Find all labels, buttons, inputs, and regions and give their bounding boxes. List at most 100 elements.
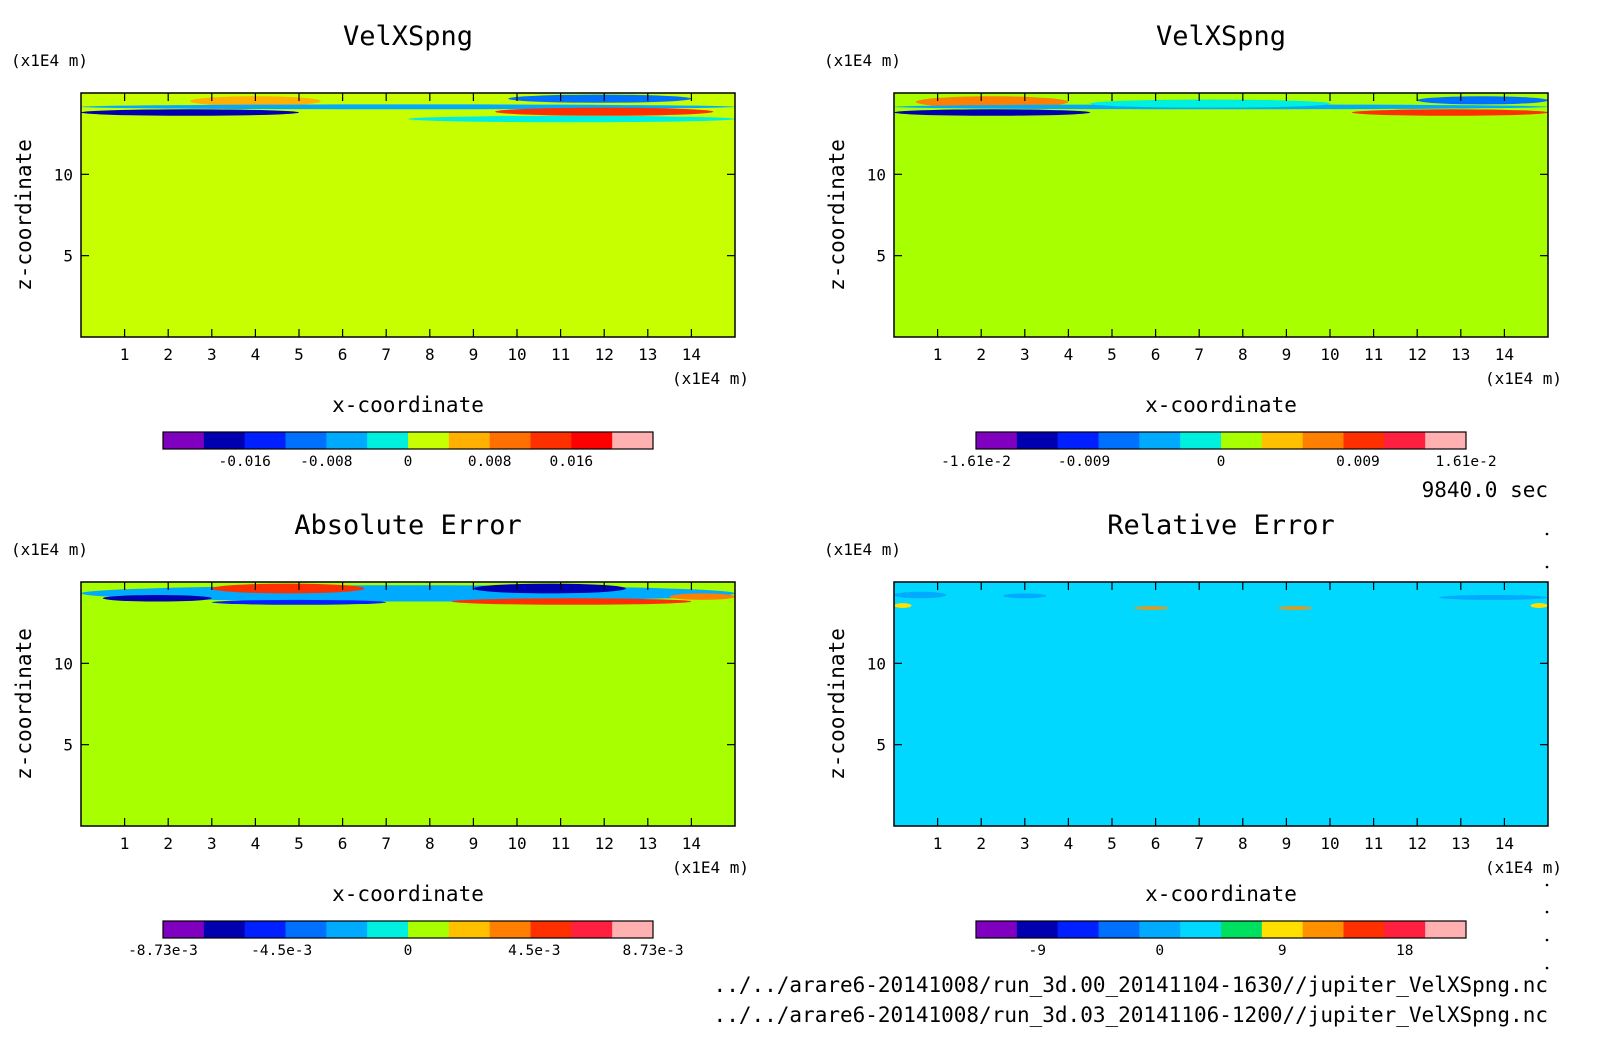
colorbar-label: -0.016: [218, 454, 270, 470]
panel-4: Relative Error(x1E4 m)1 2 3 4 5 6 7 8 9 10 11 12 13 1…: [824, 510, 1562, 959]
contour-band-7: [669, 593, 735, 600]
field-background: [894, 93, 1548, 337]
margin-dot: [1545, 910, 1549, 914]
y-axis-title: z-coordinate: [12, 139, 36, 291]
colorbar-segment: [1016, 432, 1059, 449]
x-axis-title: x-coordinate: [1145, 882, 1297, 906]
time-label: 9840.0 sec: [1422, 478, 1548, 502]
x-tick-label: 9: [469, 834, 479, 853]
y-tick-label: 5: [876, 247, 886, 266]
colorbar-segment: [1016, 921, 1059, 938]
colorbar-label: -0.009: [1058, 454, 1110, 470]
colorbar-segment: [571, 432, 613, 449]
colorbar-segment: [367, 921, 409, 938]
x-axis-title: x-coordinate: [1145, 393, 1297, 417]
colorbar-segment: [1221, 921, 1263, 938]
contour-band-1: [915, 96, 1069, 108]
contour-band-6: [1133, 606, 1169, 610]
plot-frame: [893, 92, 1549, 338]
x-tick-label: 5: [1107, 834, 1117, 853]
colorbar-segment: [489, 921, 531, 938]
colorbar: -8.73e-3 -4.5e-3 0 4.5e-3 8.73e-3: [128, 920, 684, 959]
x-tick-label: 1: [120, 834, 130, 853]
y-tick-label: 10: [54, 654, 73, 673]
colorbar-segment: [1384, 921, 1426, 938]
colorbar-label: -0.008: [300, 454, 352, 470]
x-tick-label: 4: [1064, 834, 1074, 853]
colorbar: -9 0 9 18: [975, 920, 1467, 959]
colorbar-frame: [975, 431, 1467, 450]
x-tick-label: 13: [638, 834, 657, 853]
colorbar-segment: [285, 921, 327, 938]
x-tick-label: 11: [1364, 345, 1383, 364]
panel-title: Absolute Error: [294, 510, 522, 541]
x-tick-label: 6: [1151, 345, 1161, 364]
x-tick-label: 11: [1364, 834, 1383, 853]
x-tick-label: 2: [976, 345, 986, 364]
x-tick-label: 1: [933, 345, 943, 364]
colorbar-segment: [1261, 921, 1304, 938]
colorbar-segment: [326, 432, 368, 449]
x-tick-label: 2: [163, 834, 173, 853]
colorbar-segment: [1180, 432, 1222, 449]
colorbar-segment: [163, 921, 205, 938]
x-tick-label: 10: [507, 834, 526, 853]
x-tick-label: 12: [1408, 834, 1427, 853]
x-unit-label: (x1E4 m): [672, 858, 749, 877]
colorbar-segment: [285, 432, 327, 449]
colorbar-frame: [162, 920, 654, 939]
file-path-1: ../../arare6-20141008/run_3d.00_20141104…: [714, 973, 1548, 997]
x-unit-label: (x1E4 m): [1485, 369, 1562, 388]
contour-band-3: [1439, 595, 1548, 600]
x-tick-label: 7: [1194, 834, 1204, 853]
x-tick-label: 8: [1238, 834, 1248, 853]
x-tick-label: 14: [1495, 345, 1514, 364]
colorbar-label: -8.73e-3: [128, 943, 198, 959]
colorbar-label: 0: [404, 454, 413, 470]
x-tick-label: 4: [251, 345, 261, 364]
x-unit-label: (x1E4 m): [1485, 858, 1562, 877]
x-tick-label: 3: [207, 834, 217, 853]
y-axis-title: z-coordinate: [825, 139, 849, 291]
colorbar-segment: [448, 432, 491, 449]
contour-band-4: [211, 599, 387, 605]
x-tick-label: 10: [507, 345, 526, 364]
x-tick-label: 6: [1151, 834, 1161, 853]
x-tick-label: 12: [595, 834, 614, 853]
plot-frame: [80, 581, 736, 827]
x-tick-label: 7: [381, 834, 391, 853]
margin-dot: [1545, 565, 1549, 569]
x-tick-label: 9: [1282, 345, 1292, 364]
x-tick-label: 13: [1451, 834, 1470, 853]
x-tick-label: 9: [469, 345, 479, 364]
x-tick-label: 9: [1282, 834, 1292, 853]
x-tick-label: 7: [381, 345, 391, 364]
contour-features: [81, 94, 735, 123]
colorbar-label: 8.73e-3: [622, 943, 683, 959]
contour-band-5: [1417, 96, 1548, 105]
colorbar-segment: [1139, 432, 1181, 449]
x-tick-label: 10: [1320, 834, 1339, 853]
colorbar-label: 0: [1155, 943, 1164, 959]
colorbar-segment: [530, 432, 572, 449]
x-tick-label: 7: [1194, 345, 1204, 364]
colorbar-segment: [1343, 432, 1385, 449]
colorbar-frame: [975, 920, 1467, 939]
x-tick-label: 1: [120, 345, 130, 364]
contour-band-2: [894, 109, 1091, 116]
panel-title: Relative Error: [1107, 510, 1335, 541]
contour-features: [894, 591, 1548, 610]
colorbar-segment: [244, 432, 286, 449]
colorbar-segment: [1139, 921, 1181, 938]
x-axis-title: x-coordinate: [332, 393, 484, 417]
contour-band-7: [1277, 606, 1313, 610]
y-axis-title: z-coordinate: [12, 628, 36, 780]
colorbar-segment: [1425, 432, 1467, 449]
x-tick-label: 14: [682, 834, 701, 853]
colorbar-segment: [1343, 921, 1385, 938]
colorbar-segment: [1057, 921, 1099, 938]
colorbar-segment: [1302, 921, 1344, 938]
contour-band-2: [1003, 593, 1047, 599]
colorbar-label: 4.5e-3: [508, 943, 560, 959]
